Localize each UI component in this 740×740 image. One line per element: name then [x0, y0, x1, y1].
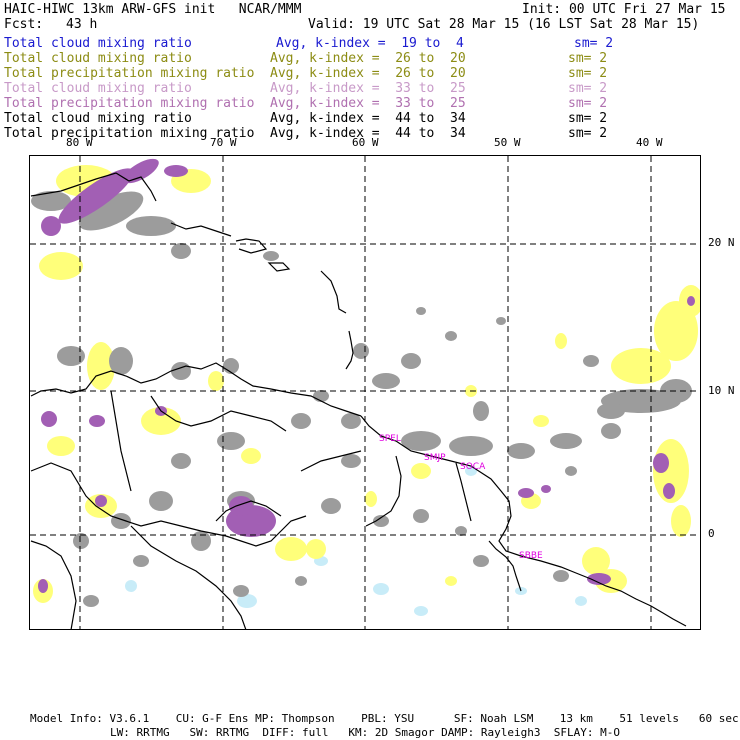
forecast-label: Fcst:	[4, 17, 44, 32]
gray-field	[31, 191, 692, 607]
legend-range: Avg, k-index = 44 to 34	[270, 126, 466, 141]
model-info-line1: Model Info: V3.6.1 CU: G-F Ens MP: Thomp…	[30, 712, 739, 725]
lon-label: 40 W	[636, 136, 663, 149]
legend-field: Total cloud mixing ratio	[4, 111, 192, 126]
legend-smoothing: sm= 2	[568, 111, 608, 126]
station-label: SPEL	[379, 434, 401, 444]
legend-range: Avg, k-index = 44 to 34	[270, 111, 466, 126]
lat-label: 0	[708, 527, 715, 540]
legend-field: Total cloud mixing ratio	[4, 51, 192, 66]
legend-field: Total cloud mixing ratio	[4, 36, 192, 51]
legend-field: Total precipitation mixing ratio	[4, 96, 255, 111]
legend-range: Avg, k-index = 33 to 25	[270, 96, 466, 111]
legend-range: Avg, k-index = 26 to 20	[270, 66, 466, 81]
init-time: Init: 00 UTC Fri 27 Mar 15	[522, 2, 726, 17]
station-label: SBBE	[519, 551, 543, 561]
lon-label: 70 W	[210, 136, 237, 149]
legend-smoothing: sm= 2	[568, 51, 608, 66]
legend-field: Total cloud mixing ratio	[4, 81, 192, 96]
legend-range: Avg, k-index = 26 to 20	[270, 51, 466, 66]
legend-range: Avg, k-index = 33 to 25	[270, 81, 466, 96]
station-labels: SPEL SMJP SOCA SBBE	[379, 434, 543, 561]
graticule	[30, 156, 700, 629]
legend-range: Avg, k-index = 19 to 4	[276, 36, 464, 51]
valid-time: Valid: 19 UTC Sat 28 Mar 15 (16 LST Sat …	[308, 17, 700, 32]
legend-smoothing: sm= 2	[574, 36, 614, 51]
coastline	[30, 172, 687, 629]
map-canvas: SPEL SMJP SOCA SBBE	[30, 156, 700, 629]
map-panel: SPEL SMJP SOCA SBBE	[29, 155, 701, 630]
legend-field: Total precipitation mixing ratio	[4, 126, 255, 141]
model-info-line2: LW: RRTMG SW: RRTMG DIFF: full KM: 2D Sm…	[110, 726, 620, 739]
lat-label: 20 N	[708, 236, 735, 249]
station-label: SMJP	[424, 453, 446, 463]
lat-label: 10 N	[708, 384, 735, 397]
lon-label: 80 W	[66, 136, 93, 149]
legend-smoothing: sm= 2	[568, 81, 608, 96]
station-label: SOCA	[460, 462, 486, 472]
legend-field: Total precipitation mixing ratio	[4, 66, 255, 81]
forecast-hour: 43 h	[66, 17, 98, 32]
plot-title: HAIC-HIWC 13km ARW-GFS init NCAR/MMM	[4, 2, 302, 17]
lon-label: 60 W	[352, 136, 379, 149]
legend-smoothing: sm= 2	[568, 126, 608, 141]
legend-smoothing: sm= 2	[568, 96, 608, 111]
light-blue-field	[125, 466, 587, 616]
lon-label: 50 W	[494, 136, 521, 149]
legend-smoothing: sm= 2	[568, 66, 608, 81]
